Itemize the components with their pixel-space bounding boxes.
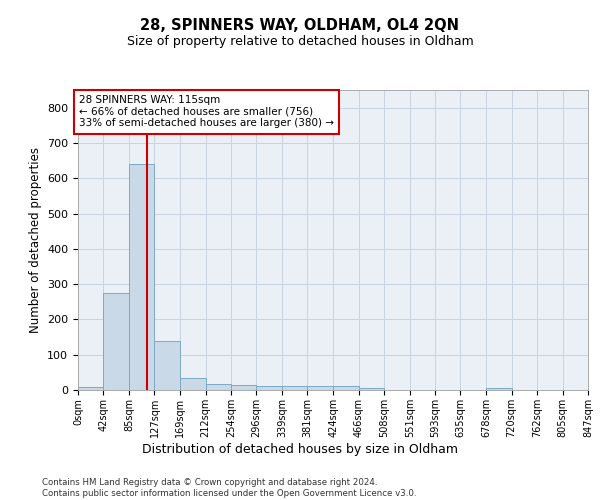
Bar: [78, 387, 103, 390]
Text: 28 SPINNERS WAY: 115sqm
← 66% of detached houses are smaller (756)
33% of semi-d: 28 SPINNERS WAY: 115sqm ← 66% of detache…: [79, 96, 334, 128]
Bar: [307, 386, 334, 390]
Bar: [359, 388, 384, 390]
Text: Size of property relative to detached houses in Oldham: Size of property relative to detached ho…: [127, 35, 473, 48]
Bar: [206, 384, 231, 390]
Text: Contains HM Land Registry data © Crown copyright and database right 2024.
Contai: Contains HM Land Registry data © Crown c…: [42, 478, 416, 498]
Bar: [256, 386, 282, 390]
Bar: [103, 293, 129, 390]
Bar: [231, 386, 256, 390]
Bar: [282, 386, 307, 390]
Bar: [334, 386, 359, 390]
Bar: [180, 378, 206, 390]
Bar: [154, 342, 180, 390]
Text: Distribution of detached houses by size in Oldham: Distribution of detached houses by size …: [142, 442, 458, 456]
Bar: [129, 164, 154, 390]
Y-axis label: Number of detached properties: Number of detached properties: [29, 147, 41, 333]
Text: 28, SPINNERS WAY, OLDHAM, OL4 2QN: 28, SPINNERS WAY, OLDHAM, OL4 2QN: [140, 18, 460, 32]
Bar: [486, 388, 512, 390]
